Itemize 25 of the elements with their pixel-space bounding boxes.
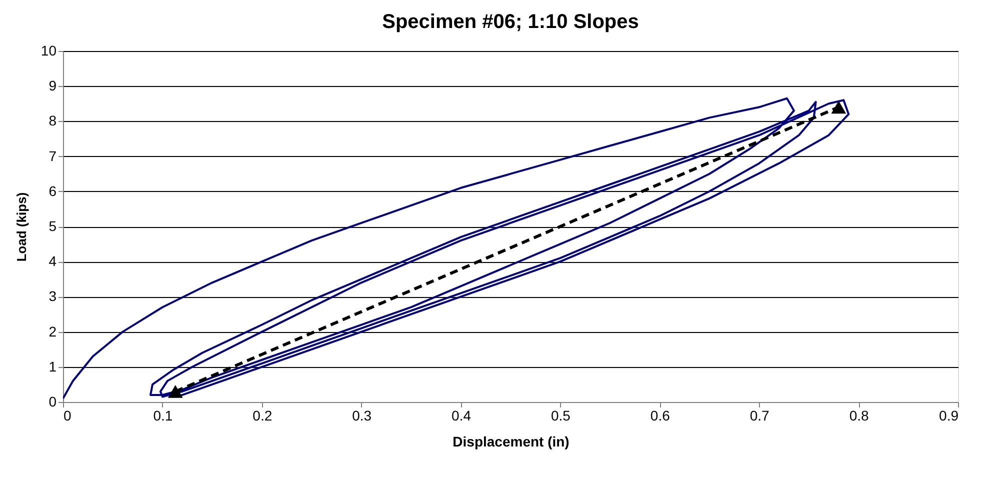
chart-title: Specimen #06; 1:10 Slopes — [382, 11, 639, 33]
y-tick-label: 3 — [48, 288, 57, 304]
y-tick-label: 9 — [48, 78, 57, 94]
x-tick-label: 0.4 — [452, 408, 472, 424]
y-tick-label: 4 — [48, 253, 57, 270]
y-tick-label: 5 — [48, 218, 57, 234]
y-tick-label: 2 — [48, 323, 57, 340]
line-series — [63, 97, 850, 400]
x-tick-label: 0.2 — [252, 408, 272, 424]
x-tick-label: 0.7 — [750, 408, 770, 424]
x-tick-label: 0.9 — [939, 408, 959, 424]
x-tick-label: 0.6 — [650, 408, 670, 424]
y-tick-label: 10 — [40, 42, 57, 58]
x-axis-title: Displacement (in) — [452, 434, 570, 450]
y-axis-title: Load (kips) — [14, 192, 29, 262]
y-tick-label: 1 — [48, 358, 57, 374]
y-tick-label: 6 — [48, 182, 57, 199]
y-tick-label: 8 — [48, 112, 57, 129]
x-tick-label: 0.1 — [153, 408, 173, 424]
x-tick-label: 0.8 — [849, 408, 869, 424]
y-tick-label: 0 — [48, 394, 57, 410]
x-tick-label: 0.5 — [550, 408, 571, 424]
x-tick-label: 0.3 — [352, 408, 372, 424]
x-tick-label: 0 — [64, 408, 72, 424]
y-tick-label: 7 — [48, 148, 57, 164]
